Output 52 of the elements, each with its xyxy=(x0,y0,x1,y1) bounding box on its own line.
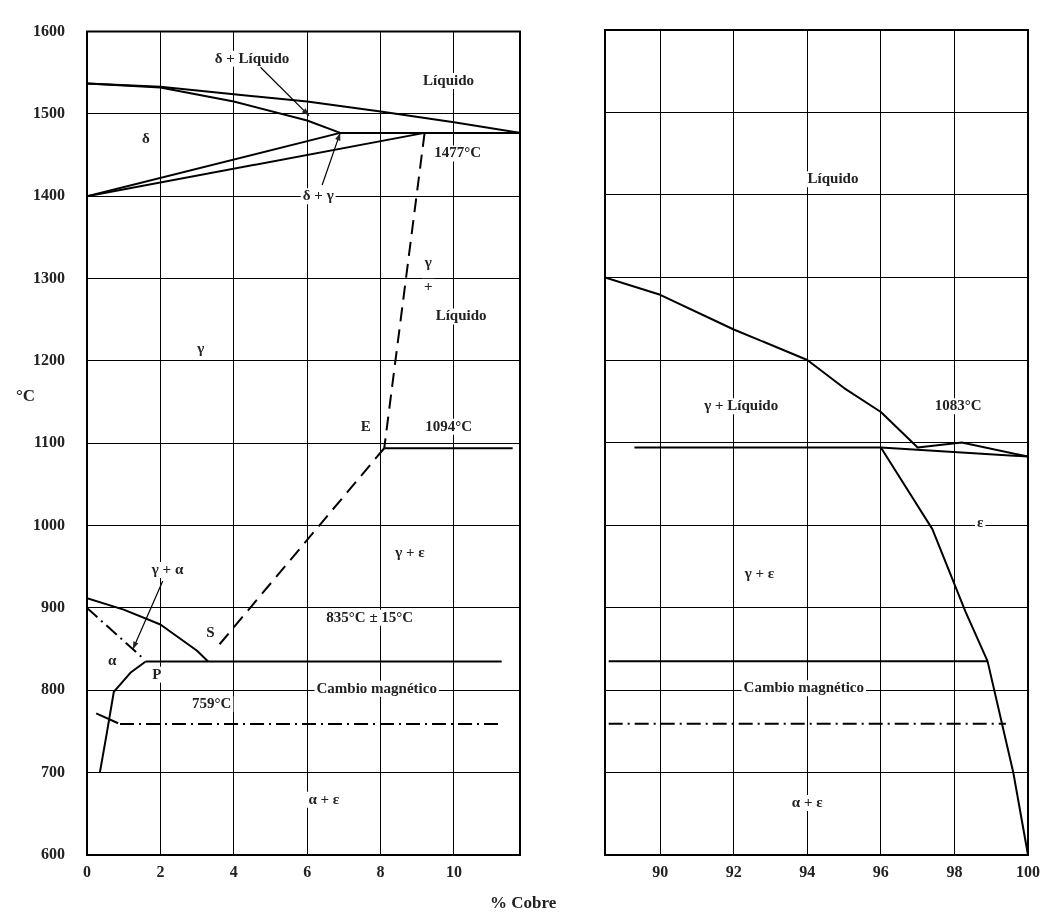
y-tick-label: 1100 xyxy=(33,433,65,451)
annotation: S xyxy=(206,624,215,641)
x-tick-label: 2 xyxy=(156,862,165,880)
annotation: δ xyxy=(141,130,150,147)
y-tick-label: 900 xyxy=(41,598,65,616)
y-tick-label: 1000 xyxy=(33,515,65,533)
y-tick-label: 1300 xyxy=(33,268,65,286)
x-tick-label: 10 xyxy=(445,862,462,880)
annotation: δ + γ xyxy=(302,187,334,204)
annotation: 1083°C xyxy=(934,397,982,414)
annotation: γ + ε xyxy=(743,564,775,581)
annotation: Líquido xyxy=(423,71,474,88)
x-tick-label: 100 xyxy=(1016,862,1040,880)
annotation: α + ε xyxy=(791,793,824,810)
x-tick-label: 92 xyxy=(725,862,742,880)
x-tick-label: 0 xyxy=(83,862,91,880)
annotation: 835°C ± 15°C xyxy=(326,608,414,625)
annotation: 759°C xyxy=(192,695,232,712)
x-tick-label: 8 xyxy=(376,862,385,880)
annotation: Cambio magnético xyxy=(316,679,437,696)
annotation: δ + Líquido xyxy=(214,49,290,66)
y-tick-label: 1500 xyxy=(33,104,65,122)
y-tick-label: 700 xyxy=(41,762,65,780)
annotation: Líquido xyxy=(435,307,487,324)
annotation: α xyxy=(107,651,117,668)
y-tick-label: 1200 xyxy=(33,351,65,369)
y-tick-label: 1600 xyxy=(33,21,65,39)
annotation: 1477°C xyxy=(434,144,482,161)
annotation: E xyxy=(360,417,371,434)
x-tick-label: 90 xyxy=(652,862,669,880)
annotation: + xyxy=(423,277,433,294)
annotation: γ + ε xyxy=(394,543,426,560)
x-tick-label: 98 xyxy=(946,862,963,880)
annotation: α + ε xyxy=(308,790,340,807)
x-tick-label: 94 xyxy=(799,862,816,880)
x-tick-label: 96 xyxy=(872,862,889,880)
annotation: Cambio magnético xyxy=(743,679,865,696)
annotation: γ + Líquido xyxy=(703,397,779,414)
x-tick-label: 6 xyxy=(303,862,312,880)
annotation: 1094°C xyxy=(425,417,472,434)
y-tick-label: 600 xyxy=(41,845,65,863)
annotation: γ xyxy=(196,340,205,357)
annotation: P xyxy=(152,665,162,682)
x-tick-label: 4 xyxy=(229,862,238,880)
annotation: γ + α xyxy=(150,560,184,577)
y-axis-title: °C xyxy=(16,386,36,406)
annotation: γ xyxy=(423,253,432,270)
y-tick-label: 800 xyxy=(41,680,65,698)
annotation: Líquido xyxy=(807,170,859,187)
annotation: ε xyxy=(976,514,984,531)
y-tick-label: 1400 xyxy=(33,186,65,204)
x-axis-title: % Cobre xyxy=(490,893,557,913)
